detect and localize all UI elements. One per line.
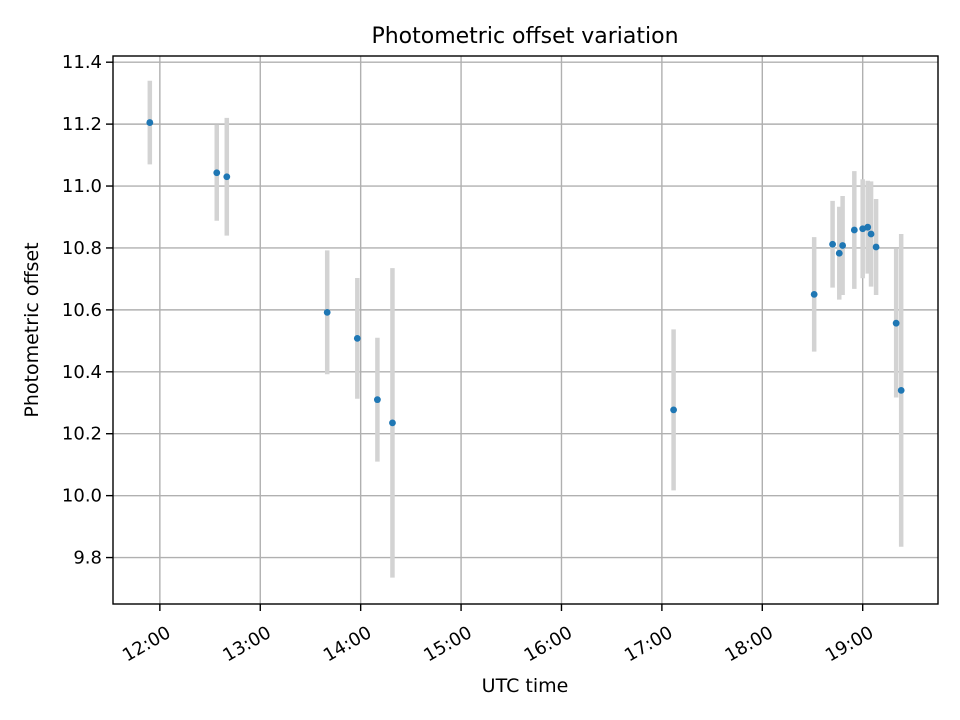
x-tick-label: 17:00 <box>621 622 676 666</box>
x-tick-label: 12:00 <box>119 622 174 666</box>
data-point <box>323 308 331 316</box>
y-axis-label: Photometric offset <box>21 242 43 417</box>
y-tick-label: 11.2 <box>62 114 102 135</box>
data-point <box>835 249 843 257</box>
x-tick-label: 18:00 <box>721 622 776 666</box>
y-tick-label: 10.0 <box>62 486 102 507</box>
x-tick-label: 14:00 <box>320 622 375 666</box>
y-tick-label: 10.2 <box>62 424 102 445</box>
chart-title: Photometric offset variation <box>371 24 678 49</box>
y-tick-label: 10.4 <box>62 362 102 383</box>
y-tick-label: 9.8 <box>73 548 102 569</box>
data-point <box>892 319 900 327</box>
data-point <box>389 419 396 427</box>
data-point <box>829 240 836 248</box>
x-tick-label: 15:00 <box>420 622 475 666</box>
data-point <box>146 119 154 126</box>
grid <box>113 56 938 604</box>
plot-frame <box>112 55 939 605</box>
x-tick-label: 13:00 <box>219 622 274 666</box>
data-point <box>374 396 381 404</box>
y-tick-label: 11.0 <box>62 176 102 197</box>
x-axis-label: UTC time <box>482 675 569 697</box>
y-tick-label: 10.8 <box>62 238 102 259</box>
data-point <box>670 406 677 414</box>
data-point <box>839 242 847 249</box>
data-point <box>850 226 858 234</box>
data-point <box>872 243 880 251</box>
data-points <box>146 119 905 427</box>
y-tick-label: 10.6 <box>62 300 102 321</box>
data-point <box>810 290 818 298</box>
data-point <box>867 230 875 238</box>
data-point <box>864 223 872 231</box>
data-point <box>897 386 905 394</box>
error-bars <box>147 80 904 578</box>
x-tick-label: 19:00 <box>822 622 877 666</box>
y-tick-label: 11.4 <box>62 52 102 73</box>
axis-ticks: 12:00 13:00 14:00 15:00 16:00 17:00 18:00 19:00… <box>62 52 877 666</box>
data-point <box>353 334 361 342</box>
data-point <box>223 173 231 181</box>
x-tick-label: 16:00 <box>521 622 576 666</box>
data-point <box>213 169 221 177</box>
